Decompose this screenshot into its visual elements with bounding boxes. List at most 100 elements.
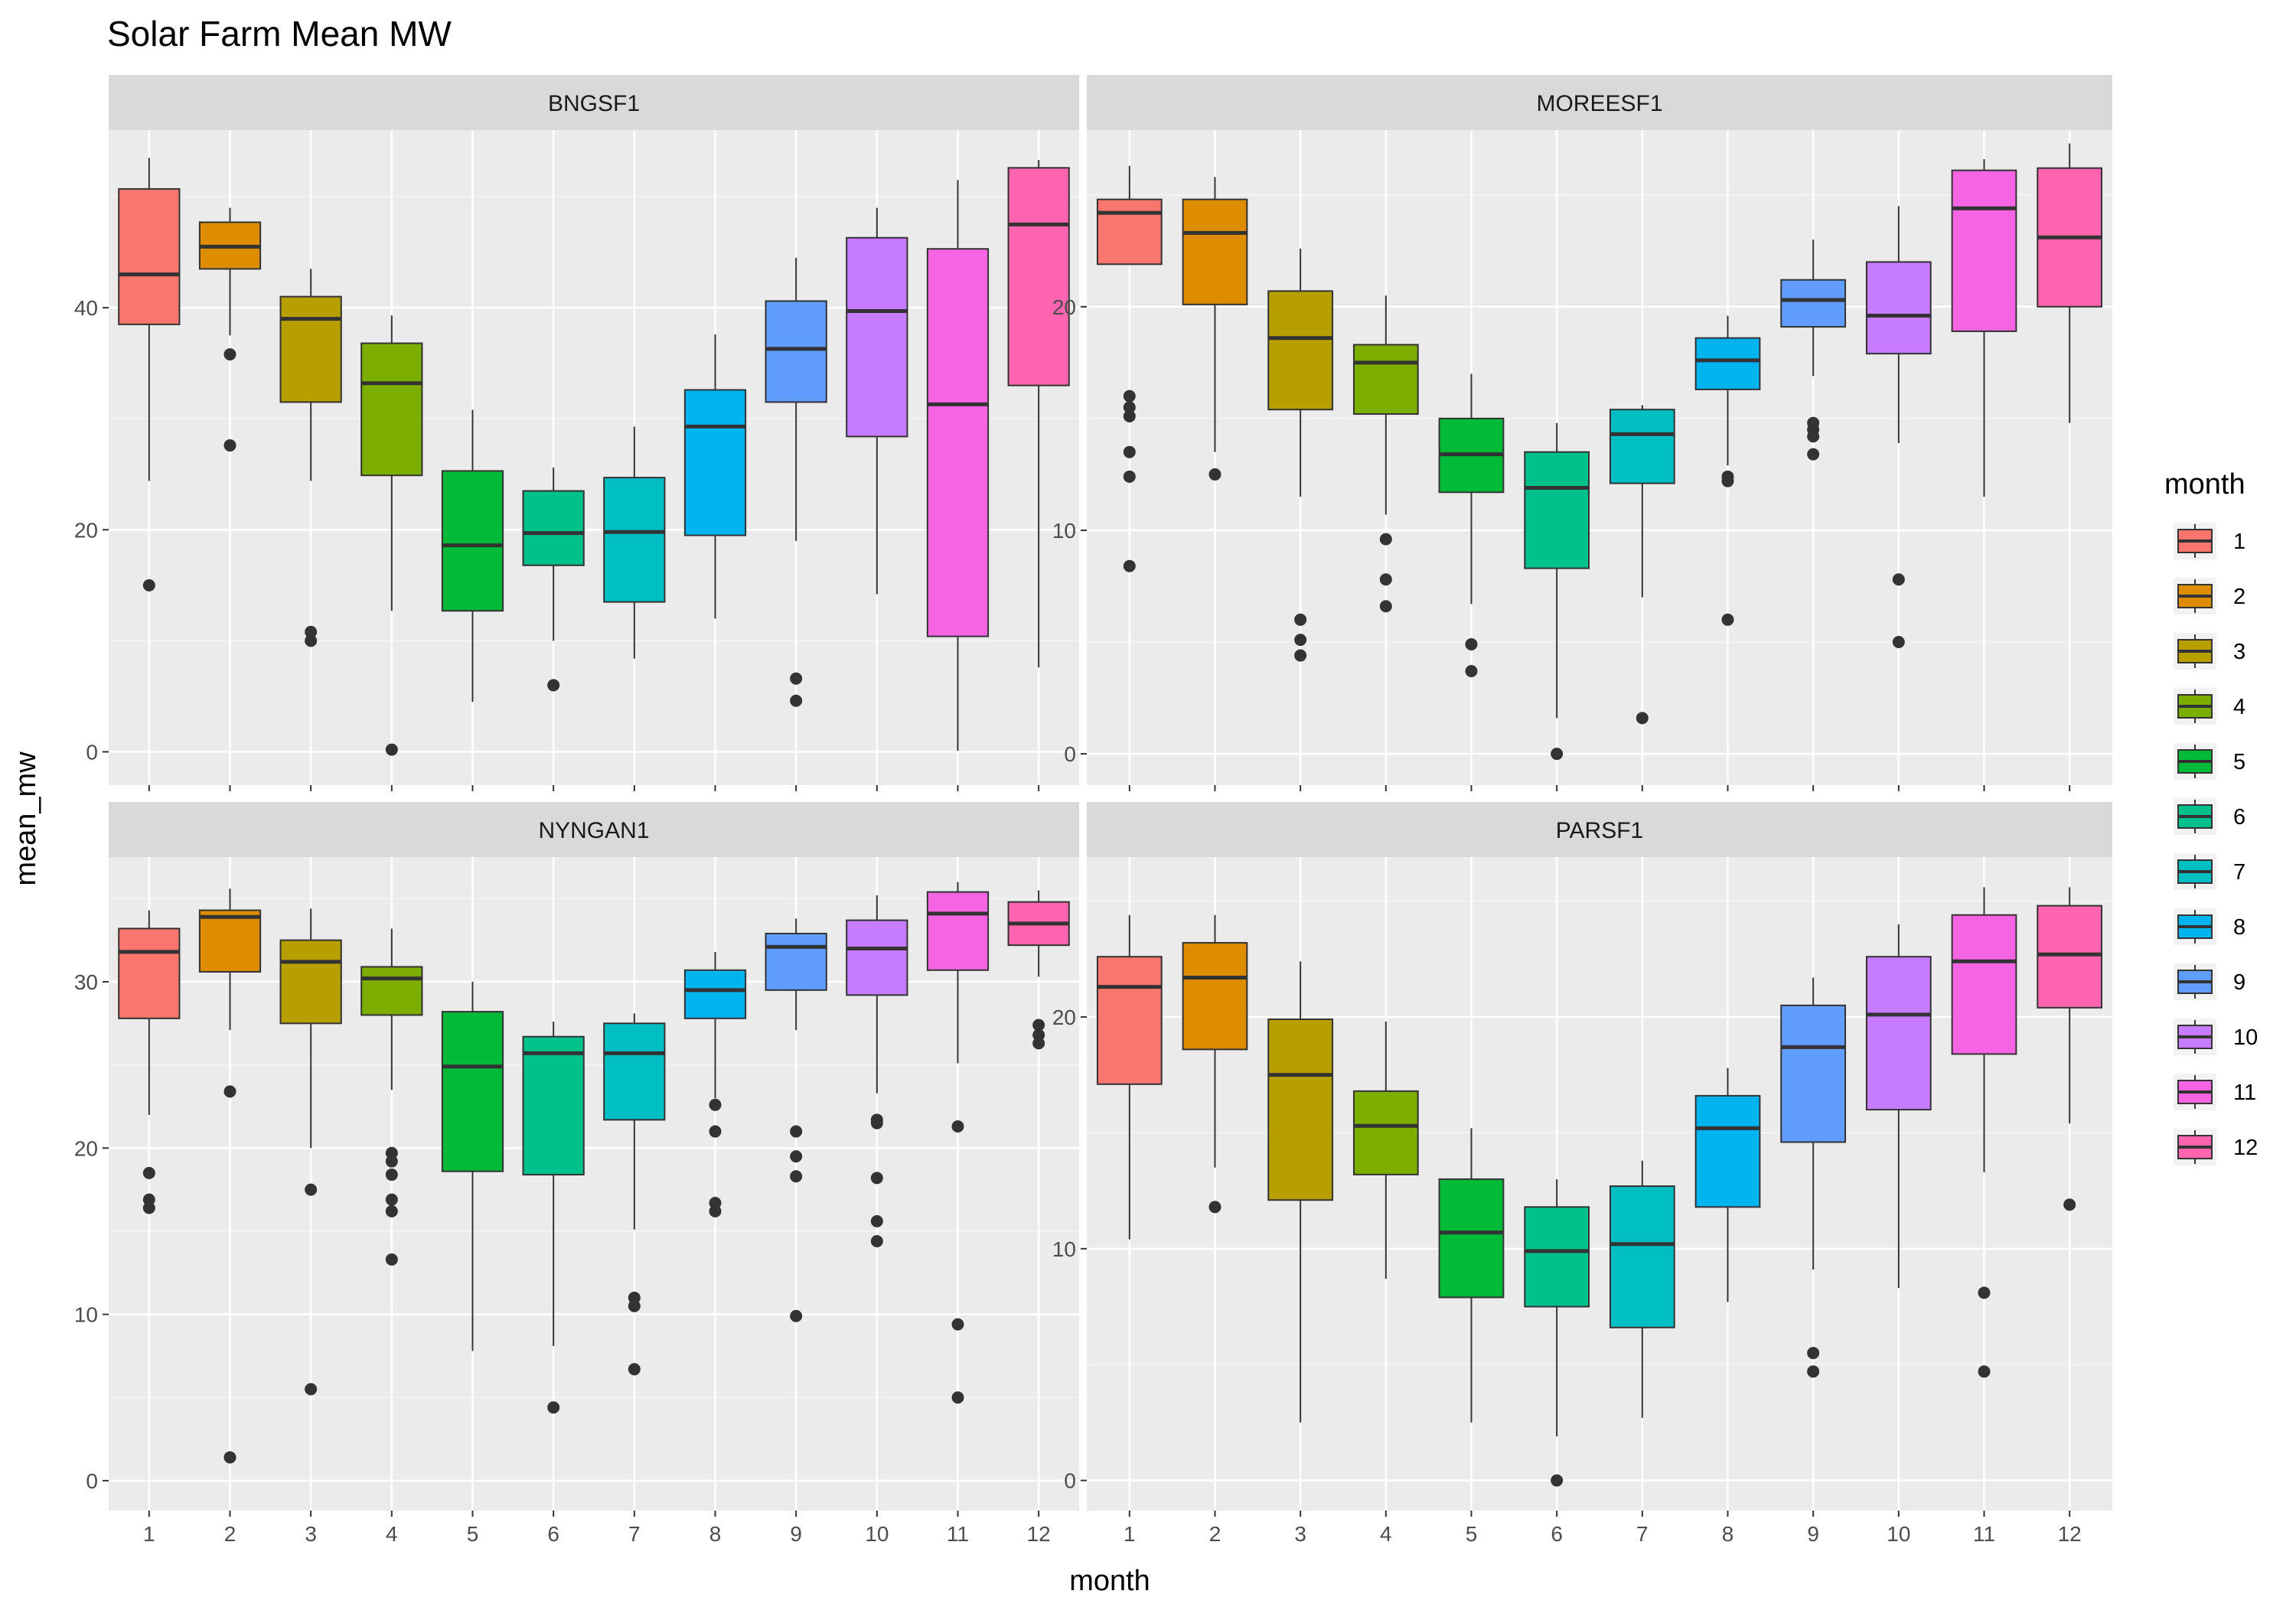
facet-strip xyxy=(1087,802,2112,857)
outlier-point xyxy=(870,1172,883,1185)
outlier-point xyxy=(1465,637,1478,650)
legend-label: 5 xyxy=(2233,750,2245,774)
y-tick-label: 20 xyxy=(74,518,98,542)
box-month-12 xyxy=(1007,890,1070,1050)
box-month-11 xyxy=(926,180,990,751)
outlier-point xyxy=(385,1155,398,1168)
y-axis-title: mean_mw xyxy=(10,751,42,886)
outlier-point xyxy=(1123,390,1136,403)
y-tick-label: 0 xyxy=(86,1469,98,1493)
x-tick-label: 6 xyxy=(547,1522,559,1546)
outlier-point xyxy=(1123,445,1136,458)
outlier-point xyxy=(790,1150,803,1163)
box-iqr xyxy=(118,927,181,1019)
outlier-point xyxy=(2063,1198,2076,1211)
box-month-5 xyxy=(441,981,504,1351)
box-iqr xyxy=(926,891,990,971)
x-tick-label: 3 xyxy=(305,1522,317,1546)
outlier-point xyxy=(1208,468,1221,481)
x-tick-label: 11 xyxy=(947,1522,969,1546)
outlier-point xyxy=(305,634,318,647)
y-tick-label: 30 xyxy=(74,970,98,994)
box-month-10 xyxy=(846,895,908,1247)
box-iqr xyxy=(1780,279,1847,328)
box-month-9 xyxy=(1780,240,1847,461)
legend-label: 1 xyxy=(2233,530,2245,554)
outlier-point xyxy=(790,1170,803,1183)
panel-background xyxy=(109,130,1079,785)
box-iqr xyxy=(846,236,908,438)
box-iqr xyxy=(1267,290,1334,411)
outlier-point xyxy=(1123,470,1136,483)
box-iqr xyxy=(1951,169,2017,332)
legend-label: 11 xyxy=(2233,1081,2256,1105)
x-tick-label: 8 xyxy=(1722,1522,1734,1546)
box-month-3 xyxy=(279,908,342,1396)
outlier-point xyxy=(870,1116,883,1129)
outlier-point xyxy=(1807,430,1820,443)
outlier-point xyxy=(1123,559,1136,572)
outlier-point xyxy=(223,1085,236,1098)
box-iqr xyxy=(1096,956,1163,1085)
box-iqr xyxy=(1524,451,1590,569)
x-tick-label: 5 xyxy=(1466,1522,1478,1546)
outlier-point xyxy=(1032,1037,1045,1050)
x-tick-label: 4 xyxy=(386,1522,398,1546)
y-tick-label: 40 xyxy=(74,296,98,320)
y-tick-label: 10 xyxy=(74,1303,98,1327)
outlier-point xyxy=(305,625,318,638)
outlier-point xyxy=(709,1098,722,1111)
legend-label: 10 xyxy=(2233,1025,2258,1050)
outlier-point xyxy=(628,1299,641,1312)
box-month-9 xyxy=(765,918,827,1322)
box-month-7 xyxy=(1609,1160,1675,1418)
legend-key-10: 10 xyxy=(2174,1019,2258,1055)
outlier-point xyxy=(1379,600,1392,613)
outlier-point xyxy=(385,1193,398,1206)
x-tick-label: 5 xyxy=(467,1522,479,1546)
box-iqr xyxy=(1524,1206,1590,1308)
outlier-point xyxy=(385,743,398,756)
x-tick-label: 9 xyxy=(1807,1522,1819,1546)
legend-label: 4 xyxy=(2233,695,2245,719)
box-month-8 xyxy=(683,951,747,1217)
box-month-10 xyxy=(1865,924,1932,1289)
box-month-1 xyxy=(118,910,181,1214)
box-month-8 xyxy=(1694,315,1761,626)
box-month-5 xyxy=(1438,1128,1505,1423)
outlier-point xyxy=(1721,613,1734,626)
y-tick-label: 20 xyxy=(1052,295,1076,319)
x-tick-label: 12 xyxy=(1027,1522,1051,1546)
box-month-4 xyxy=(1352,1022,1419,1279)
box-iqr xyxy=(603,477,666,603)
box-month-10 xyxy=(846,207,908,595)
x-tick-label: 1 xyxy=(1124,1522,1136,1546)
outlier-point xyxy=(870,1234,883,1247)
outlier-point xyxy=(1123,409,1136,422)
chart-title: Solar Farm Mean MW xyxy=(107,14,452,54)
x-tick-label: 8 xyxy=(709,1522,722,1546)
legend-label: 8 xyxy=(2233,915,2245,940)
box-iqr xyxy=(683,969,747,1019)
outlier-point xyxy=(1892,636,1905,649)
outlier-point xyxy=(790,672,803,685)
legend-label: 9 xyxy=(2233,970,2245,995)
box-iqr xyxy=(765,300,827,403)
legend-key-3: 3 xyxy=(2174,633,2245,670)
outlier-point xyxy=(223,348,236,361)
box-month-12 xyxy=(2037,887,2103,1211)
box-month-1 xyxy=(1096,914,1163,1240)
box-month-10 xyxy=(1865,206,1932,649)
outlier-point xyxy=(709,1125,722,1138)
box-iqr xyxy=(1096,198,1163,266)
box-month-6 xyxy=(1524,1178,1590,1487)
box-iqr xyxy=(683,389,747,536)
box-month-6 xyxy=(1524,422,1590,761)
x-axis-title: month xyxy=(1069,1565,1150,1597)
y-tick-label: 10 xyxy=(1052,1237,1076,1261)
legend-title: month xyxy=(2164,468,2245,500)
outlier-point xyxy=(385,1204,398,1217)
outlier-point xyxy=(709,1204,722,1217)
box-iqr xyxy=(603,1022,666,1121)
